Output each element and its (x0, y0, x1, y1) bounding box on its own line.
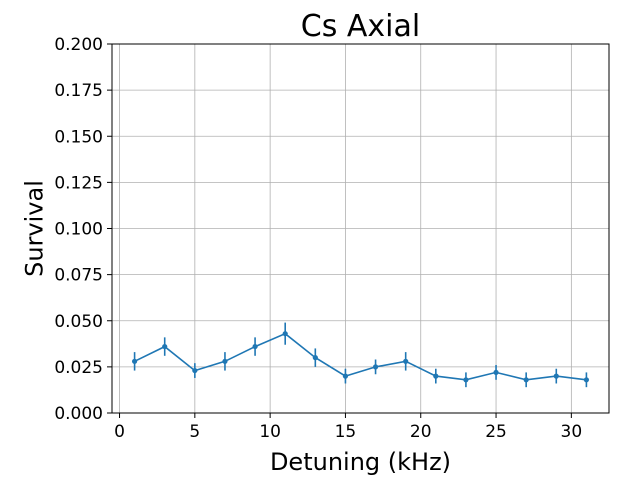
y-tick-label: 0.075 (54, 266, 103, 286)
data-point (131, 358, 138, 364)
x-tick-label: 15 (335, 422, 357, 442)
x-tick-label: 20 (410, 422, 432, 442)
data-point (282, 331, 288, 337)
data-point (312, 355, 318, 361)
y-tick-label: 0.000 (54, 404, 103, 424)
y-axis-label: Survival (20, 180, 48, 277)
x-tick-label: 30 (561, 422, 583, 442)
y-tick-labels: 0.000 0.025 0.050 0.075 0.100 0.125 0.150 0.175… (54, 35, 103, 424)
y-tick-label: 0.150 (54, 127, 103, 147)
y-tick-label: 0.025 (54, 358, 103, 378)
y-tick-label: 0.100 (54, 220, 103, 240)
data-point (403, 358, 409, 364)
data-point (252, 343, 258, 350)
data-point (583, 377, 590, 383)
data-point (162, 343, 168, 350)
y-tick-label: 0.125 (54, 173, 103, 193)
y-tick-label: 0.200 (54, 35, 103, 55)
data-point (493, 369, 499, 376)
data-point (553, 373, 559, 379)
x-tick-label: 10 (259, 422, 281, 442)
grid-lines (112, 43, 609, 414)
data-point (342, 373, 349, 379)
data-point (372, 364, 379, 370)
data-series (131, 322, 590, 388)
series-line (134, 332, 587, 381)
data-point (192, 367, 198, 374)
y-tick-label: 0.050 (54, 312, 103, 332)
y-tick-label: 0.175 (54, 81, 103, 101)
chart-title: Cs Axial (301, 9, 420, 44)
x-tick-label: 5 (189, 422, 200, 442)
data-point (523, 377, 529, 383)
data-point (222, 358, 228, 364)
x-axis-label: Detuning (kHz) (270, 448, 451, 476)
tick-marks (107, 43, 572, 418)
data-point (463, 377, 469, 383)
x-tick-label: 25 (485, 422, 507, 442)
data-point (433, 373, 439, 379)
x-tick-label: 0 (114, 422, 125, 442)
x-tick-labels: 0 5 10 15 20 25 30 (114, 422, 582, 442)
